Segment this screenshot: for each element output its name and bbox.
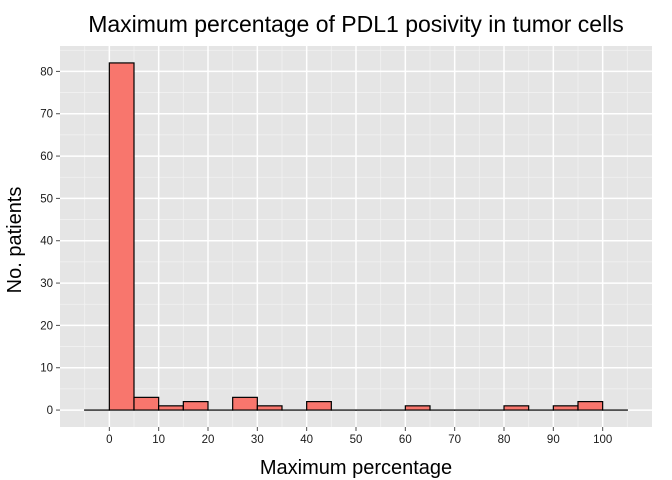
y-tick-label: 70 — [40, 109, 53, 121]
x-tick-label: 60 — [399, 434, 412, 446]
y-axis-ticks: 0 10 20 30 40 50 60 70 80 — [40, 66, 60, 417]
x-tick-label: 90 — [547, 434, 560, 446]
y-tick-label: 50 — [40, 193, 53, 205]
x-tick-label: 10 — [152, 434, 165, 446]
x-tick-label: 100 — [593, 434, 612, 446]
x-tick-label: 70 — [448, 434, 461, 446]
histogram-bar — [232, 396, 258, 411]
x-tick-label: 40 — [300, 434, 313, 446]
histogram-bar — [108, 62, 135, 411]
x-tick-label: 0 — [106, 434, 112, 446]
histogram-bar — [158, 405, 184, 411]
y-axis-title: No. patients — [4, 187, 26, 294]
y-tick-label: 40 — [40, 236, 53, 248]
x-tick-label: 20 — [202, 434, 215, 446]
histogram-bars — [84, 62, 628, 411]
x-tick-label: 50 — [350, 434, 363, 446]
x-tick-label: 80 — [498, 434, 511, 446]
histogram-bar — [182, 401, 209, 411]
y-tick-label: 20 — [40, 320, 53, 332]
x-axis-ticks: 0 10 20 30 40 50 60 70 80 90 100 — [106, 427, 612, 446]
y-tick-label: 30 — [40, 278, 53, 290]
y-tick-label: 80 — [40, 66, 53, 78]
histogram-bar — [256, 405, 283, 411]
histogram-bar — [133, 396, 160, 411]
histogram-bar — [306, 401, 332, 411]
chart-title: Maximum percentage of PDL1 posivity in t… — [88, 11, 624, 37]
histogram-bar — [577, 401, 604, 411]
y-tick-label: 10 — [40, 363, 53, 375]
histogram-bar — [552, 405, 579, 411]
histogram-bar — [404, 405, 431, 411]
y-tick-label: 60 — [40, 151, 53, 163]
x-axis-title: Maximum percentage — [260, 457, 452, 479]
x-tick-label: 30 — [251, 434, 264, 446]
y-tick-label: 0 — [47, 405, 53, 417]
histogram-bar — [503, 405, 530, 411]
